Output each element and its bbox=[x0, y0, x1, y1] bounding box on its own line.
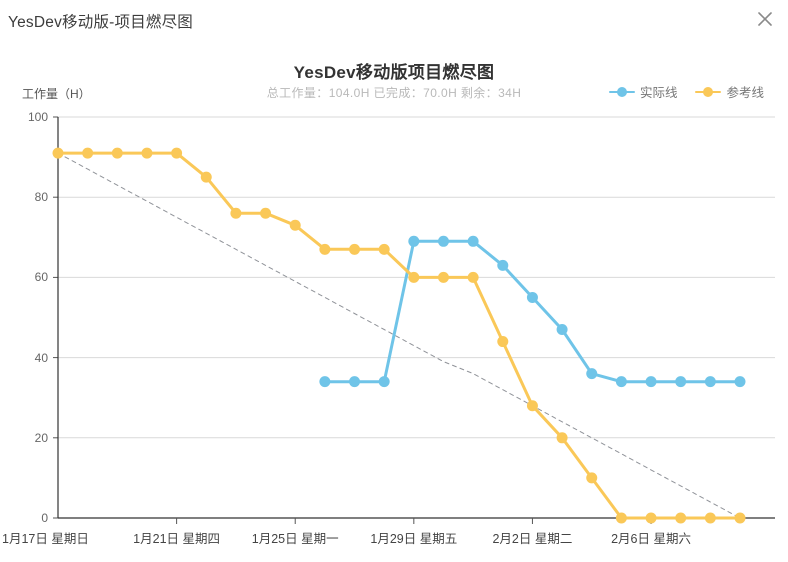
legend-item[interactable]: 参考线 bbox=[695, 82, 764, 101]
data-point[interactable] bbox=[704, 376, 716, 388]
data-point[interactable] bbox=[408, 271, 420, 283]
data-point[interactable] bbox=[526, 400, 538, 412]
data-point[interactable] bbox=[378, 376, 390, 388]
data-point[interactable] bbox=[615, 512, 627, 524]
y-tick-label: 80 bbox=[34, 190, 48, 205]
y-tick-label: 0 bbox=[41, 511, 48, 525]
data-point[interactable] bbox=[437, 271, 449, 283]
data-point[interactable] bbox=[586, 368, 598, 380]
data-point[interactable] bbox=[230, 207, 242, 219]
data-point[interactable] bbox=[704, 512, 716, 524]
data-point[interactable] bbox=[349, 376, 361, 388]
data-point[interactable] bbox=[645, 376, 657, 388]
y-tick-label: 20 bbox=[34, 430, 48, 445]
data-point[interactable] bbox=[52, 147, 64, 159]
data-point[interactable] bbox=[349, 243, 361, 255]
data-point[interactable] bbox=[111, 147, 123, 159]
data-point[interactable] bbox=[675, 512, 687, 524]
data-point[interactable] bbox=[378, 243, 390, 255]
data-point[interactable] bbox=[556, 432, 568, 444]
data-point[interactable] bbox=[734, 512, 746, 524]
data-point[interactable] bbox=[526, 291, 538, 303]
data-point[interactable] bbox=[645, 512, 657, 524]
data-point[interactable] bbox=[408, 235, 420, 247]
y-tick-label: 60 bbox=[34, 270, 48, 285]
data-point[interactable] bbox=[289, 219, 301, 231]
data-point[interactable] bbox=[200, 171, 212, 183]
x-tick-label: 2月6日 星期六 bbox=[611, 532, 691, 546]
data-point[interactable] bbox=[556, 324, 568, 336]
series-line bbox=[57, 152, 741, 519]
series-line bbox=[56, 151, 742, 520]
chart-legend: 实际线 参考线 bbox=[608, 82, 764, 101]
x-tick-label: 1月17日 星期日 bbox=[2, 532, 89, 546]
y-tick-label: 40 bbox=[34, 350, 48, 365]
y-axis-unit-label: 工作量（H） bbox=[22, 87, 91, 101]
x-tick-label: 1月25日 星期一 bbox=[251, 532, 339, 546]
chart-subtitle: 总工作量：104.0H 已完成：70.0H 剩余：34H bbox=[266, 86, 522, 100]
legend-label: 实际线 bbox=[639, 86, 678, 100]
data-point[interactable] bbox=[260, 207, 272, 219]
y-tick-label: 100 bbox=[27, 110, 48, 124]
data-point[interactable] bbox=[467, 271, 479, 283]
legend-item[interactable]: 实际线 bbox=[608, 82, 678, 101]
data-point[interactable] bbox=[497, 336, 509, 348]
data-point[interactable] bbox=[82, 147, 94, 159]
data-point[interactable] bbox=[171, 147, 183, 159]
x-tick-label: 1月29日 星期五 bbox=[370, 532, 458, 546]
data-point[interactable] bbox=[437, 235, 449, 247]
legend-marker-icon bbox=[695, 86, 722, 98]
data-point[interactable] bbox=[675, 376, 687, 388]
close-icon[interactable] bbox=[752, 6, 778, 32]
legend-marker-icon bbox=[608, 86, 635, 98]
data-point[interactable] bbox=[319, 376, 331, 388]
chart-title: YesDev移动版项目燃尽图 bbox=[293, 63, 495, 82]
legend-label: 参考线 bbox=[726, 86, 764, 100]
data-point[interactable] bbox=[586, 472, 598, 484]
x-tick-label: 2月2日 星期二 bbox=[492, 532, 573, 546]
data-point[interactable] bbox=[467, 235, 479, 247]
data-point[interactable] bbox=[497, 259, 509, 271]
data-point[interactable] bbox=[615, 376, 627, 388]
page-title: YesDev移动版-项目燃尽图 bbox=[8, 14, 194, 31]
data-point[interactable] bbox=[319, 243, 331, 255]
series-line bbox=[323, 239, 742, 384]
data-point[interactable] bbox=[734, 376, 746, 388]
data-point[interactable] bbox=[141, 147, 153, 159]
x-tick-label: 1月21日 星期四 bbox=[133, 532, 221, 546]
